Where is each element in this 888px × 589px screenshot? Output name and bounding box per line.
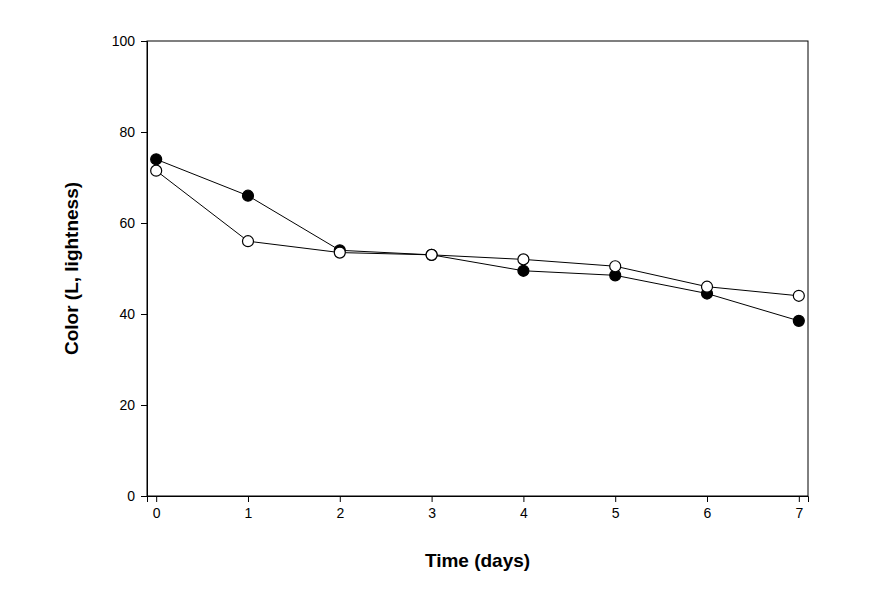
tick-mark [141, 405, 147, 406]
marker [610, 261, 621, 272]
tick: 4 [520, 496, 528, 521]
tick: 100 [112, 33, 147, 49]
tick-label: 2 [336, 505, 344, 521]
tick-label: 1 [245, 505, 253, 521]
axis-line [141, 42, 148, 497]
tick-label: 80 [119, 124, 135, 140]
tick-label: 40 [119, 306, 135, 322]
tick-label: 0 [153, 505, 161, 521]
marker [426, 249, 437, 260]
tick-label: 7 [795, 505, 803, 521]
marker [151, 165, 162, 176]
tick-mark [141, 314, 147, 315]
axis-line [148, 497, 809, 503]
tick: 5 [612, 496, 620, 521]
marker [242, 190, 253, 201]
tick: 80 [119, 124, 147, 140]
tick: 3 [428, 496, 436, 521]
tick-mark [799, 496, 800, 502]
marker [426, 249, 437, 260]
tick-mark [156, 496, 157, 502]
tick: 7 [795, 496, 803, 521]
tick-label: 60 [119, 215, 135, 231]
tick-mark [340, 496, 341, 502]
tick-label: 4 [520, 505, 528, 521]
tick-label: 6 [704, 505, 712, 521]
plot: 0 1 2 3 4 5 6 7 0 20 40 60 80 100 [112, 33, 809, 521]
tick-mark [248, 496, 249, 502]
tick-mark [141, 41, 147, 42]
series-line [156, 171, 799, 296]
data-area [151, 154, 805, 327]
tick: 1 [245, 496, 253, 521]
plot-frame [147, 41, 808, 496]
tick-mark [141, 132, 147, 133]
tick: 0 [127, 488, 147, 504]
tick-label: 0 [127, 488, 135, 504]
tick: 20 [119, 397, 147, 413]
marker [518, 265, 529, 276]
tick-label: 3 [428, 505, 436, 521]
x-axis-title: Time (days) [425, 550, 530, 571]
tick-label: 100 [112, 33, 136, 49]
marker [793, 290, 804, 301]
tick-mark [141, 496, 147, 497]
x-axis: 0 1 2 3 4 5 6 7 [148, 496, 809, 521]
marker [151, 154, 162, 165]
tick-mark [523, 496, 524, 502]
tick-label: 5 [612, 505, 620, 521]
tick-mark [432, 496, 433, 502]
tick-mark [141, 223, 147, 224]
tick: 40 [119, 306, 147, 322]
tick: 60 [119, 215, 147, 231]
marker [702, 281, 713, 292]
series-line [156, 159, 799, 321]
marker [518, 254, 529, 265]
y-axis: 0 20 40 60 80 100 [112, 33, 148, 504]
y-axis-title: Color (L, lightness) [61, 182, 82, 355]
chart: 0 1 2 3 4 5 6 7 0 20 40 60 80 100 Time (days) Color (L,… [0, 0, 888, 589]
tick: 6 [704, 496, 712, 521]
tick: 2 [336, 496, 344, 521]
tick-label: 20 [119, 397, 135, 413]
tick-mark [615, 496, 616, 502]
marker [334, 247, 345, 258]
marker [242, 236, 253, 247]
marker [793, 315, 804, 326]
tick: 0 [153, 496, 161, 521]
tick-mark [707, 496, 708, 502]
